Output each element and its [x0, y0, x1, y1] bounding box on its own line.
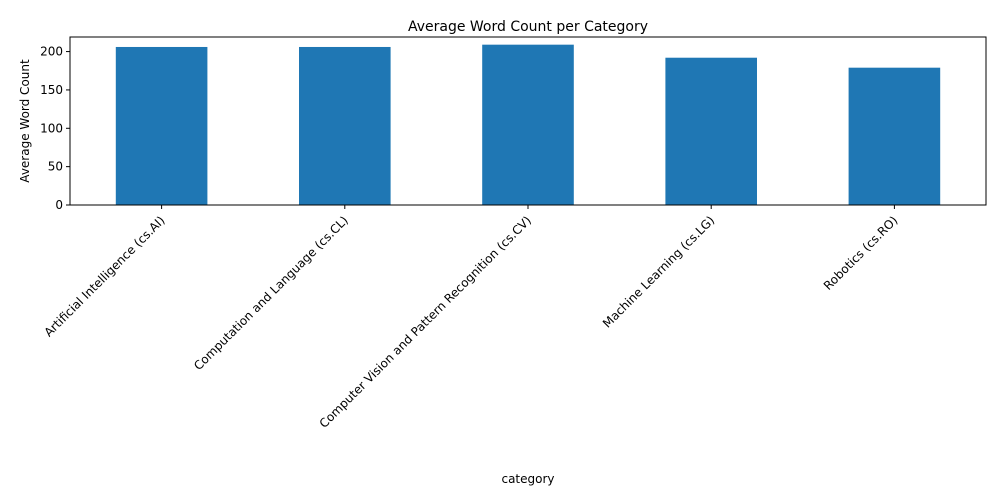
y-axis-ticks: 0 50 100 150 200: [40, 45, 70, 212]
bar: [665, 57, 757, 206]
x-axis-ticks: Artificial Intelligence (cs.AI) Computati…: [41, 205, 901, 431]
x-tick-label: Robotics (cs.RO): [821, 213, 901, 293]
x-axis-label: category: [501, 472, 554, 486]
y-tick-label: 200: [40, 45, 63, 59]
bar: [299, 46, 391, 206]
y-tick-label: 100: [40, 121, 63, 135]
x-tick-label: Computation and Language (cs.CL): [191, 213, 351, 373]
x-tick-label: Artificial Intelligence (cs.AI): [41, 213, 167, 339]
y-tick-label: 150: [40, 83, 63, 97]
bar: [482, 44, 574, 205]
y-tick-label: 50: [48, 160, 63, 174]
plot-frame: [69, 36, 987, 206]
y-tick-label: 0: [55, 198, 63, 212]
x-tick-label: Computer Vision and Pattern Recognition …: [317, 213, 534, 430]
bar: [848, 67, 941, 205]
x-tick-label: Machine Learning (cs.LG): [600, 213, 717, 330]
bars-group: [115, 44, 941, 206]
chart-title: Average Word Count per Category: [408, 19, 648, 35]
y-axis-label: Average Word Count: [18, 59, 32, 183]
bar: [115, 46, 208, 206]
